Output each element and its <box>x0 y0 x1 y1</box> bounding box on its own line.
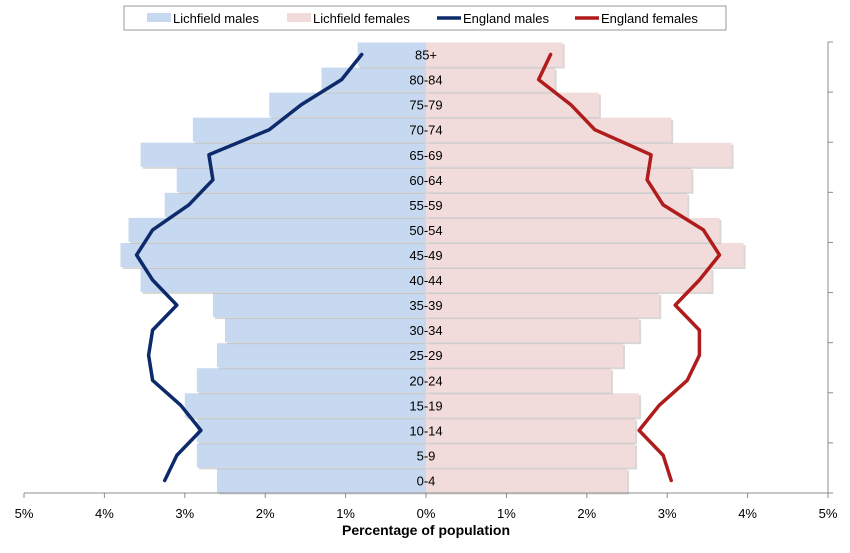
age-group-label: 55-59 <box>409 198 442 213</box>
age-group-label: 20-24 <box>409 373 442 388</box>
age-group-label: 80-84 <box>409 73 442 88</box>
lichfield-females-bar <box>426 67 555 92</box>
age-group-label: 15-19 <box>409 398 442 413</box>
lichfield-females-bar <box>426 293 660 318</box>
age-group-label: 50-54 <box>409 223 442 238</box>
lichfield-females-bar <box>426 468 627 493</box>
lichfield-males-bar <box>164 192 426 217</box>
x-axis-label: Percentage of population <box>342 522 510 538</box>
lichfield-females-bar <box>426 418 636 443</box>
lichfield-females-bar <box>426 368 611 393</box>
x-tick-label: 1% <box>497 506 516 521</box>
x-tick-label: 1% <box>336 506 355 521</box>
lichfield-females-bar <box>426 142 732 167</box>
age-group-label: 60-64 <box>409 173 442 188</box>
lichfield-males-legend-label: Lichfield males <box>173 11 259 26</box>
x-tick-label: 2% <box>577 506 596 521</box>
lichfield-females-bar <box>426 268 712 293</box>
age-group-labels: 0-4 5-9 10-14 15-19 20-24 25-29 30-34 35-39 40-4… <box>409 48 442 489</box>
lichfield-males-bar <box>269 92 426 117</box>
england-lines <box>134 52 722 483</box>
lichfield-males-bar <box>216 343 426 368</box>
england-females-line <box>536 52 722 483</box>
legend-box <box>123 5 727 31</box>
lichfield-males-bar <box>196 368 426 393</box>
age-group-label: 5-9 <box>417 448 436 463</box>
lichfield-males-bar <box>357 42 426 67</box>
x-axis-ticks: 5% 4% 3% 2% 1% 0% 1% 2% 3% 4% 5% <box>15 41 838 521</box>
lichfield-females-bar <box>426 393 640 418</box>
lichfield-females-bar <box>426 443 636 468</box>
lichfield-males-bar <box>216 468 426 493</box>
lichfield-females-bar <box>426 343 623 368</box>
age-group-label: 65-69 <box>409 148 442 163</box>
lichfield-males-bar <box>184 393 426 418</box>
lichfield-males-bar <box>212 293 426 318</box>
england-males-line <box>134 52 364 483</box>
lichfield-males-legend-swatch <box>147 13 171 22</box>
age-group-label: 0-4 <box>417 473 436 488</box>
lichfield-females-legend-swatch <box>287 13 311 22</box>
lichfield-females-bar <box>426 318 640 343</box>
age-group-label: 40-44 <box>409 273 442 288</box>
lichfield-males-bar <box>225 318 426 343</box>
x-tick-label: 3% <box>175 506 194 521</box>
x-tick-label: 3% <box>658 506 677 521</box>
age-group-label: 10-14 <box>409 423 442 438</box>
age-group-label: 25-29 <box>409 348 442 363</box>
bars <box>120 42 746 495</box>
lichfield-males-bar <box>128 217 426 242</box>
lichfield-males-bar <box>120 242 426 267</box>
age-group-label: 45-49 <box>409 248 442 263</box>
lichfield-females-bar <box>426 192 688 217</box>
age-group-label: 35-39 <box>409 298 442 313</box>
x-tick-label: 0% <box>417 506 436 521</box>
x-tick-label: 4% <box>738 506 757 521</box>
lichfield-females-bar <box>426 42 563 67</box>
age-group-label: 70-74 <box>409 123 442 138</box>
x-tick-label: 4% <box>95 506 114 521</box>
age-group-label: 85+ <box>415 48 437 63</box>
lichfield-males-bar <box>196 443 426 468</box>
lichfield-females-bar <box>426 217 720 242</box>
lichfield-females-bar <box>426 242 744 267</box>
x-tick-label: 5% <box>819 506 838 521</box>
lichfield-males-bar <box>176 167 426 192</box>
x-tick-label: 5% <box>15 506 34 521</box>
lichfield-males-bar <box>196 418 426 443</box>
lichfield-males-bar <box>140 142 426 167</box>
age-group-label: 75-79 <box>409 98 442 113</box>
x-tick-label: 2% <box>256 506 275 521</box>
lichfield-males-bar <box>140 268 426 293</box>
lichfield-males-bar <box>192 117 426 142</box>
lichfield-females-legend-label: Lichfield females <box>313 11 410 26</box>
lichfield-females-bar <box>426 117 672 142</box>
age-group-label: 30-34 <box>409 323 442 338</box>
legend: Lichfield males Lichfield females England … <box>123 5 727 31</box>
england-females-legend-label: England females <box>601 11 698 26</box>
england-males-legend-label: England males <box>463 11 549 26</box>
